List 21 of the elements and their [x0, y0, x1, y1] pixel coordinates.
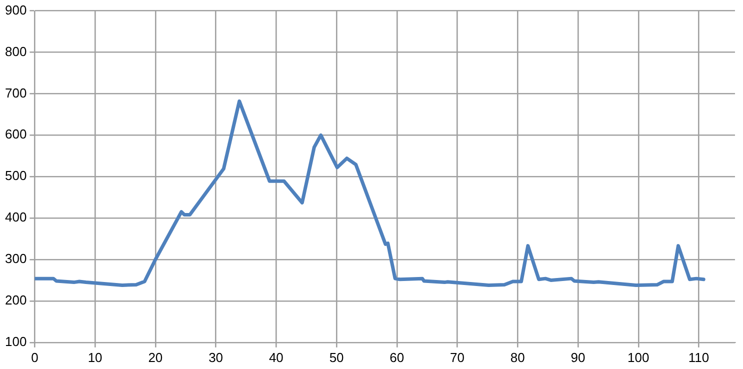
x-tick-label: 10	[88, 350, 102, 365]
y-tick-label: 500	[4, 168, 27, 184]
x-tick-label: 40	[268, 350, 284, 365]
x-tick-label: 0	[31, 350, 38, 365]
x-tick-label: 110	[688, 350, 710, 365]
y-tick-label: 100	[4, 334, 27, 349]
y-tick-label: 600	[4, 126, 27, 142]
x-tick-label: 30	[208, 350, 224, 365]
x-tick-label: 60	[390, 350, 404, 365]
y-tick-label: 900	[4, 2, 27, 18]
y-tick-label: 200	[4, 292, 27, 308]
x-tick-label: 100	[628, 350, 650, 365]
x-tick-label: 70	[450, 350, 465, 365]
y-tick-label: 800	[4, 44, 27, 59]
y-tick-label: 400	[4, 210, 27, 225]
y-tick-label: 700	[4, 85, 27, 100]
x-tick-label: 80	[510, 350, 525, 365]
x-tick-label: 50	[329, 350, 344, 365]
x-tick-label: 90	[570, 350, 586, 365]
y-tick-label: 300	[4, 251, 27, 266]
x-tick-label: 20	[148, 350, 163, 365]
